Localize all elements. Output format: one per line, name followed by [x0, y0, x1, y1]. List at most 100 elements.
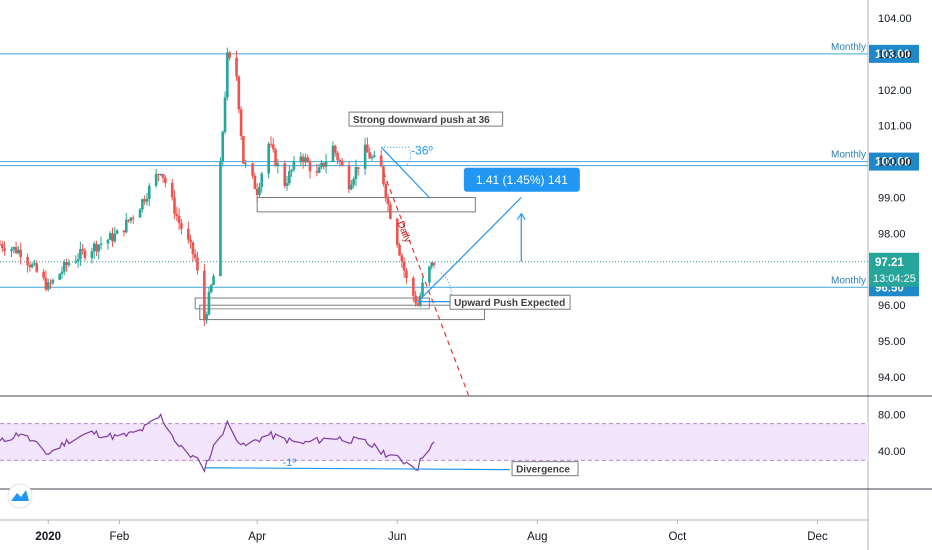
divergence-line[interactable] [204, 467, 510, 471]
candle-body [115, 230, 119, 234]
measure-label: 1.41 (1.45%) 141 [476, 173, 568, 187]
candle-body [386, 198, 390, 205]
candle-body [402, 261, 406, 271]
candle-body [131, 217, 135, 219]
candle-body [124, 219, 128, 233]
candle-body [203, 270, 206, 321]
candle-body [12, 246, 16, 250]
candle-body [138, 209, 142, 218]
level-tag: Monthly [831, 275, 866, 286]
price-axis[interactable]: 94.0095.0096.0097.0098.0099.00100.00101.… [869, 13, 919, 458]
last-price-badge [869, 252, 919, 287]
candle-body [322, 162, 326, 167]
price-tick-label: 101.00 [878, 121, 912, 133]
candle-body [276, 163, 280, 166]
upward-push-label-box[interactable] [449, 294, 571, 310]
candle-body [430, 262, 434, 267]
time-tick-label: Dec [807, 531, 828, 543]
candle-body [17, 249, 20, 254]
candle-body [274, 149, 277, 166]
price-tick-label: 104.00 [878, 13, 912, 25]
candle-body [228, 52, 231, 58]
strong-push-label-box[interactable] [348, 111, 504, 127]
price-tick-label: 94.00 [878, 372, 906, 384]
level-price-label: 103.00 [875, 49, 910, 61]
price-tick-label: 95.00 [878, 336, 906, 348]
candle-body [258, 186, 261, 196]
candle-body [111, 233, 114, 242]
candle-body [368, 152, 372, 159]
candle-body [237, 76, 241, 110]
angle-arc-up [440, 272, 452, 302]
candle-body [269, 143, 273, 145]
candle-body [42, 271, 45, 278]
candle-body [177, 215, 181, 224]
candle-body [65, 262, 68, 265]
candle-body [60, 271, 64, 274]
resistance-zone[interactable] [256, 197, 476, 213]
angle-arc-down [381, 146, 412, 166]
candle-body [288, 171, 291, 184]
last-price-label: 97.21 [875, 257, 904, 269]
candle-body [395, 218, 399, 246]
divergence-label-box[interactable] [511, 461, 579, 477]
candle-body [44, 277, 48, 290]
candle-body [223, 97, 227, 132]
candle-body [28, 265, 32, 268]
downward-push-line[interactable] [380, 146, 430, 198]
candle-body [35, 263, 39, 272]
candle-body [299, 156, 303, 161]
candle-body [79, 249, 82, 260]
candle-body [207, 291, 211, 315]
candle-body [317, 167, 321, 173]
candle-body [26, 257, 29, 266]
measure-arrow-head [516, 212, 526, 220]
candle-body [170, 182, 174, 198]
candle-body [398, 245, 401, 256]
candle-body [81, 249, 84, 251]
candle-body [239, 109, 243, 136]
candle-body [292, 160, 296, 170]
candle-body [58, 273, 62, 280]
rsi-tick-label: 80.00 [878, 409, 906, 421]
candle-body [306, 157, 310, 163]
candle-body [106, 239, 110, 244]
candle-body [251, 163, 254, 176]
candle-body [186, 228, 190, 240]
measure-badge[interactable] [463, 167, 580, 192]
rsi-tick-label: 40.00 [878, 446, 906, 458]
candle-body [366, 144, 369, 153]
candle-body [304, 157, 307, 163]
support-zone-inner[interactable] [199, 304, 486, 321]
tradingview-logo-icon[interactable] [7, 483, 33, 509]
strong-push-label: Strong downward push at 36 [353, 115, 490, 126]
upward-push-line[interactable] [417, 197, 522, 303]
candle-body [370, 156, 374, 159]
candle-body [141, 199, 144, 210]
candle-body [19, 249, 22, 258]
candle-body [30, 264, 34, 268]
time-axis[interactable]: 2020 Feb Apr Jun Aug Oct Dec [35, 520, 828, 543]
candle-body [219, 161, 222, 277]
candle-body [191, 242, 195, 255]
zone-rectangles[interactable] [194, 197, 486, 321]
candle-body [76, 259, 80, 262]
candle-body [0, 244, 4, 249]
candle-body [212, 276, 215, 286]
candle-body [271, 144, 275, 150]
time-tick-label: 2020 [35, 531, 61, 543]
candle-body [226, 52, 229, 98]
level-tag: Monthly [831, 150, 866, 161]
support-zone-outer[interactable] [194, 297, 430, 310]
divergence-label: Divergence [516, 465, 570, 476]
candle-body [267, 143, 270, 174]
candle-body [46, 282, 50, 290]
candle-body [428, 266, 431, 283]
level-price-label: 100.00 [875, 157, 910, 169]
daily-trend-line[interactable] [382, 172, 470, 396]
candle-body [418, 295, 422, 306]
candle-body [372, 155, 376, 157]
